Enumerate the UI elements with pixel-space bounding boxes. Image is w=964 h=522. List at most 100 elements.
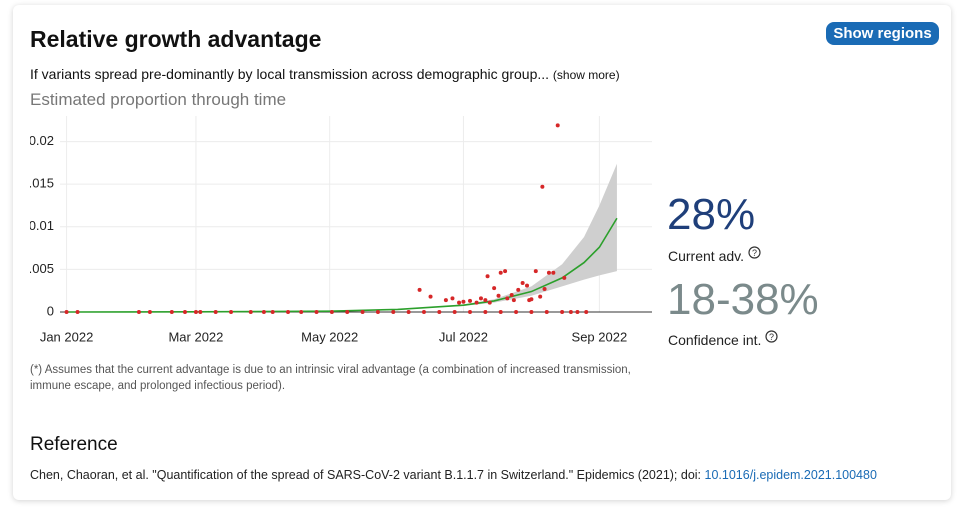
data-point (213, 310, 218, 314)
data-point (452, 310, 457, 314)
data-point (575, 310, 580, 314)
data-point (485, 274, 490, 279)
data-point (551, 270, 556, 275)
data-point (468, 298, 473, 303)
data-point (562, 275, 567, 280)
citation-text: Chen, Chaoran, et al. "Quantification of… (30, 468, 702, 482)
current-label-text: Current adv. (668, 248, 744, 264)
data-point (520, 281, 525, 286)
data-point (483, 310, 488, 314)
data-point (198, 310, 203, 314)
help-icon[interactable]: ? (765, 330, 779, 343)
show-regions-button[interactable]: Show regions (826, 22, 939, 45)
data-point (443, 298, 448, 303)
data-point (584, 310, 589, 314)
card (13, 5, 951, 500)
citation: Chen, Chaoran, et al. "Quantification of… (30, 468, 877, 482)
data-point (286, 310, 291, 314)
title: Relative growth advantage (30, 26, 322, 52)
data-point (529, 310, 534, 314)
data-point (136, 310, 141, 314)
description: If variants spread pre-dominantly by loc… (30, 66, 620, 82)
data-point (375, 310, 380, 314)
y-tick-label: 0.01 (30, 218, 54, 233)
data-point (516, 287, 521, 292)
confidence-interval: 18-38% (667, 275, 819, 324)
data-point (421, 310, 426, 314)
data-point (169, 310, 174, 314)
y-tick-label: 0.005 (30, 261, 54, 276)
data-point (299, 310, 304, 314)
data-point (498, 270, 503, 275)
x-tick-label: Sep 2022 (572, 329, 628, 344)
data-point (546, 270, 551, 275)
data-point (509, 292, 514, 297)
reference-heading: Reference (30, 434, 118, 455)
data-point (492, 286, 497, 291)
data-point (533, 269, 538, 274)
data-point (503, 269, 508, 274)
x-tick-label: Jan 2022 (40, 329, 94, 344)
data-point (568, 310, 573, 314)
data-point (450, 296, 455, 301)
interval-label: Confidence int.? (668, 330, 779, 348)
y-tick-label: 0 (47, 303, 54, 318)
data-point (345, 310, 350, 314)
data-point (498, 310, 503, 314)
data-point (147, 310, 152, 314)
data-point (193, 310, 198, 314)
doi-link[interactable]: 10.1016/j.epidem.2021.100480 (704, 468, 877, 482)
x-tick-label: May 2022 (301, 329, 358, 344)
data-point (229, 310, 234, 314)
data-point (457, 300, 462, 305)
description-text: If variants spread pre-dominantly by loc… (30, 66, 550, 82)
svg-text:?: ? (769, 332, 774, 342)
data-point (525, 283, 530, 288)
current-advantage: 28% (667, 190, 756, 239)
data-point (487, 300, 492, 305)
data-point (529, 297, 534, 302)
data-point (483, 298, 488, 303)
data-point (560, 310, 565, 314)
svg-text:?: ? (752, 248, 757, 258)
data-point (544, 310, 549, 314)
data-point (261, 310, 266, 314)
data-point (461, 299, 466, 304)
data-point (182, 310, 187, 314)
data-point (270, 310, 275, 314)
y-tick-label: 0.02 (30, 133, 54, 148)
data-point (417, 287, 422, 292)
data-point (437, 310, 442, 314)
data-point (468, 310, 473, 314)
y-tick-label: 0.015 (30, 176, 54, 191)
show-more[interactable]: (show more) (552, 68, 620, 82)
data-point (391, 310, 396, 314)
data-point (478, 296, 483, 301)
data-point (75, 310, 80, 314)
data-point (406, 310, 411, 314)
data-point (511, 298, 516, 303)
current-label: Current adv.? (668, 246, 761, 264)
help-icon[interactable]: ? (748, 246, 761, 259)
data-point (540, 184, 545, 189)
data-point (496, 293, 501, 298)
data-point (248, 310, 253, 314)
x-tick-label: Jul 2022 (439, 329, 488, 344)
chart: 0 0.005 0.01 0.015 0.02 Jan 2022 Mar 2022 May 2… (30, 116, 652, 344)
footnote: (*) Assumes that the current advantage i… (30, 364, 631, 392)
interval-label-text: Confidence int. (668, 332, 762, 348)
data-point (505, 296, 510, 301)
fit-line (66, 217, 618, 313)
data-point (360, 310, 365, 314)
data-point (64, 310, 69, 314)
data-point (329, 310, 334, 314)
x-tick-label: Mar 2022 (168, 329, 223, 344)
chart-title: Estimated proportion through time (30, 90, 287, 109)
data-point (538, 294, 543, 299)
data-point (555, 123, 560, 128)
data-point (474, 300, 479, 305)
data-point (542, 286, 547, 291)
data-point (514, 310, 519, 314)
data-point (314, 310, 319, 314)
